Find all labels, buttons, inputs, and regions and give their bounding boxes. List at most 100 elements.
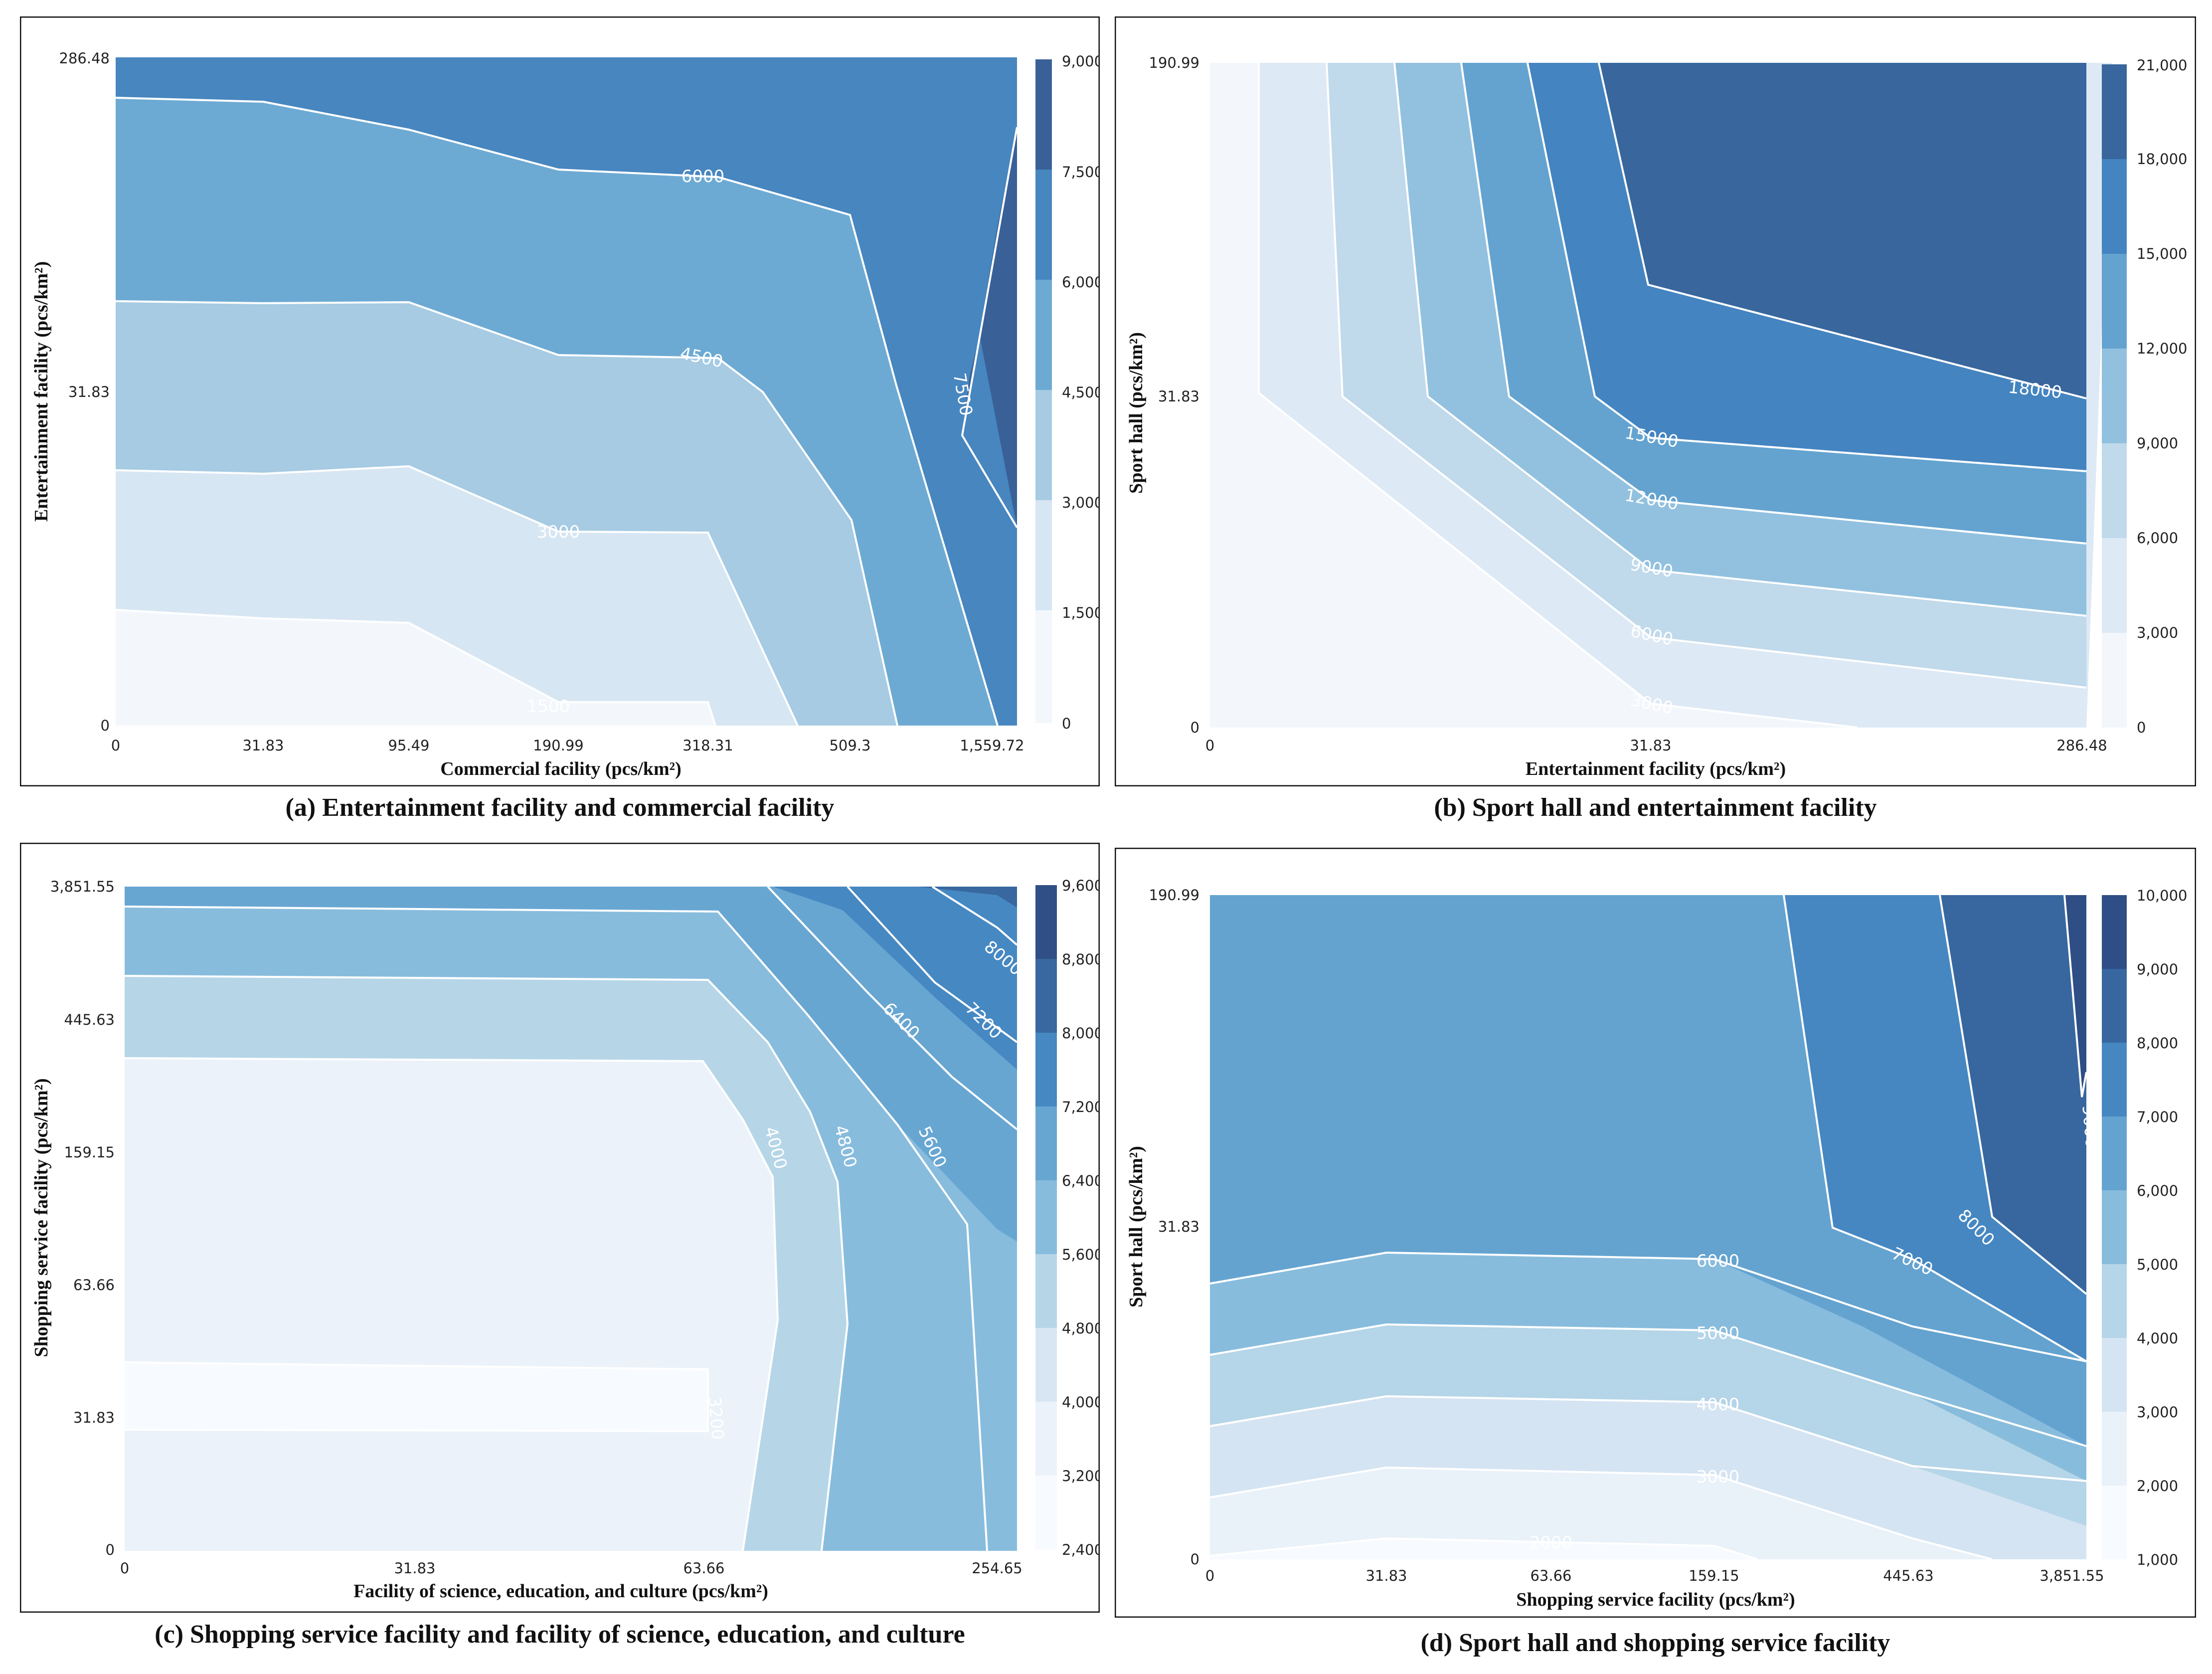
y-tick: 63.66 [73,1277,115,1294]
colorbar-tick: 7,000 [2137,1109,2178,1125]
x-tick: 159.15 [1689,1567,1739,1584]
band-6 [125,1362,708,1431]
colorbar-tick: 8,000 [1062,1025,1100,1042]
contour-line [767,886,1018,1130]
colorbar-tick: 7,500 [1062,164,1100,181]
colorbar-tick: 8,000 [2137,1035,2178,1052]
contour-label: 1500 [527,697,570,717]
panel-c: 3200 4000 4800 5600 6400 7200 8000 2,400… [19,842,1103,1613]
x-axis-title: Entertainment facility (pcs/km²) [1526,758,1786,779]
colorbar-ticks: 1,000 2,000 3,000 4,000 5,000 6,000 7,00… [2137,887,2187,1568]
colorbar-tick: 5,000 [2137,1256,2178,1273]
colorbar-tick: 9,000 [1062,53,1100,70]
contour-line [124,975,849,1551]
colorbar-tick: 4,800 [1062,1320,1100,1337]
colorbar-tick: 9,000 [2137,435,2178,452]
contour-label: 3000 [537,522,580,542]
band-8 [917,887,1017,908]
colorbar-tick: 5,600 [1062,1246,1100,1263]
band-6 [1599,63,2086,398]
y-tick: 0 [106,1541,115,1558]
contour-label: 3000 [1697,1467,1740,1487]
colorbar-tick: 1,500 [1062,604,1100,621]
contour-line [1783,895,2087,1362]
contour-label: 9000 [2078,1104,2101,1149]
x-tick: 31.83 [1630,737,1671,754]
y-tick: 159.15 [64,1144,115,1161]
colorbar-tick: 3,000 [2137,1404,2178,1421]
x-tick: 286.48 [2056,737,2107,754]
colorbar [1035,885,1057,1549]
contour-line [1326,62,2087,689]
colorbar-tick: 18,000 [2137,151,2187,168]
contour-label: 5000 [1697,1323,1740,1343]
colorbar-tick: 3,000 [2137,624,2178,641]
contour-label: 6000 [1697,1251,1740,1271]
colorbar-tick: 21,000 [2137,57,2187,74]
y-tick: 190.99 [1149,54,1199,71]
colorbar-tick: 6,000 [2137,530,2178,547]
colorbar-tick: 15,000 [2137,245,2187,262]
x-tick: 0 [1205,1567,1214,1584]
panel-b: 3000 6000 9000 12000 15000 18000 0 3,000… [1114,16,2197,787]
caption-d: (d) Sport hall and shopping service faci… [1420,1629,1890,1657]
colorbar [1035,59,1052,723]
contour-line [847,886,1018,1043]
contour-line [961,127,1018,529]
contour-chart-a: 1500 3000 4500 6000 7500 0 1,500 3,000 4… [19,16,1103,787]
colorbar-tick: 6,400 [1062,1172,1100,1189]
x-ticks: 0 31.83 286.48 [1205,737,2107,754]
contour-line [1209,1466,1993,1560]
colorbar-tick: 10,000 [2137,887,2187,904]
colorbar-tick: 0 [1062,715,1071,732]
colorbar-tick: 1,000 [2137,1551,2178,1568]
colorbar-tick: 2,400 [1062,1541,1100,1558]
y-ticks: 0 31.83 286.48 [59,50,110,734]
band-5 [125,1058,778,1551]
y-axis-title: Sport hall (pcs/km²) [1126,1146,1147,1307]
contour-line [1209,1251,2087,1362]
plot-area [115,57,1018,726]
colorbar-tick: 6,000 [2137,1182,2178,1199]
x-ticks: 0 31.83 63.66 159.15 445.63 3,851.55 [1205,1567,2104,1584]
x-tick: 31.83 [1365,1567,1407,1584]
colorbar [2102,64,2127,728]
y-tick: 0 [1191,719,1199,736]
contour-line [124,906,988,1551]
contour-label: 6000 [681,167,725,186]
y-tick: 445.63 [64,1011,115,1028]
contour-line [1209,1323,2087,1447]
band-8 [1210,1538,1758,1559]
plot-area [1210,62,2112,729]
colorbar-tick: 7,200 [1062,1099,1100,1116]
colorbar-ticks: 0 3,000 6,000 9,000 12,000 15,000 18,000… [2137,57,2187,736]
panel-a: 1500 3000 4500 6000 7500 0 1,500 3,000 4… [19,16,1103,787]
colorbar-tick: 2,000 [2137,1478,2178,1494]
contour-line [931,886,1018,946]
x-tick: 190.99 [533,737,583,754]
x-tick: 63.66 [1530,1567,1571,1584]
x-tick: 0 [1205,737,1214,754]
caption-c: (c) Shopping service facility and facili… [155,1620,965,1649]
contour-label: 2000 [1530,1533,1573,1553]
band-5 [962,127,1017,528]
y-tick: 31.83 [73,1409,115,1426]
band-7 [1210,1468,1992,1559]
caption-b: (b) Sport hall and entertainment facilit… [1434,793,1877,822]
x-axis-title: Commercial facility (pcs/km²) [440,758,681,779]
x-ticks: 0 31.83 63.66 254.65 [120,1560,1022,1577]
y-tick: 31.83 [68,383,110,400]
x-tick: 318.31 [682,737,733,754]
contour-line [1209,1537,1758,1560]
y-axis-title: Sport hall (pcs/km²) [1126,332,1147,494]
contour-line [124,1057,779,1551]
contour-line [1393,62,2087,617]
colorbar-tick: 4,500 [1062,384,1100,401]
colorbar-tick: 0 [2137,719,2146,736]
x-axis-title: Facility of science, education, and cult… [353,1581,768,1602]
y-tick: 0 [101,717,110,734]
x-tick: 31.83 [242,737,284,754]
contour-chart-d: 2000 3000 4000 5000 6000 7000 8000 9000 … [1114,847,2197,1618]
contour-line [1527,62,2087,472]
x-tick: 1,559.72 [960,737,1024,754]
